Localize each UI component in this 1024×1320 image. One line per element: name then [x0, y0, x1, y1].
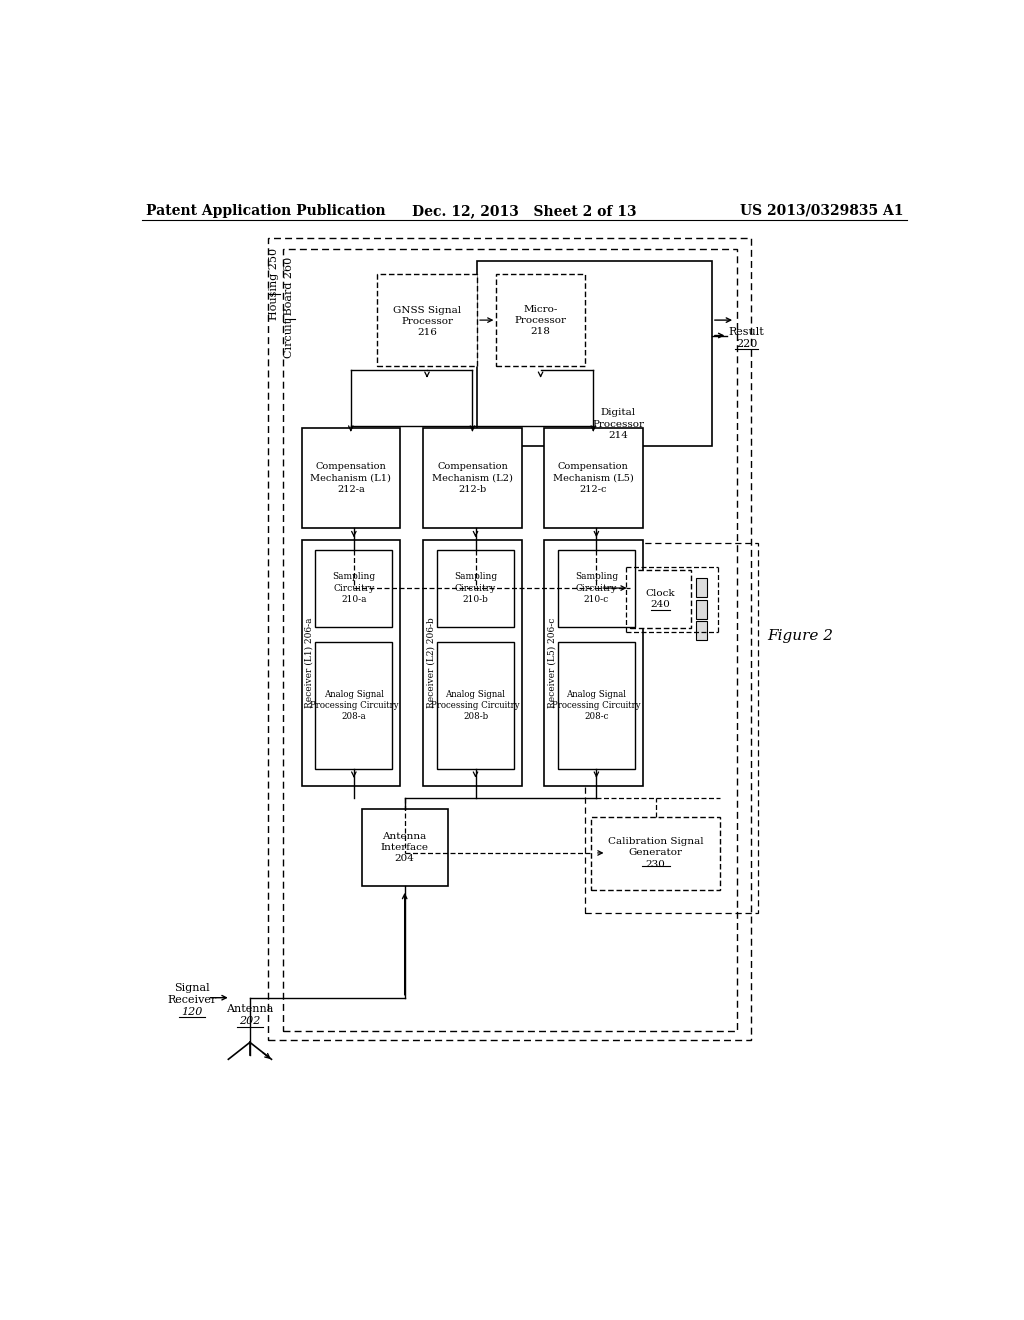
- Text: Dec. 12, 2013   Sheet 2 of 13: Dec. 12, 2013 Sheet 2 of 13: [413, 203, 637, 218]
- Text: Sampling
Circuitry
210-b: Sampling Circuitry 210-b: [454, 573, 497, 603]
- Text: GNSS Signal
Processor
216: GNSS Signal Processor 216: [393, 306, 461, 337]
- Bar: [377, 275, 477, 367]
- Text: Sampling
Circuitry
210-c: Sampling Circuitry 210-c: [574, 573, 617, 603]
- Bar: [591, 817, 720, 890]
- Text: Receiver (L5) 206-c: Receiver (L5) 206-c: [547, 618, 556, 708]
- Text: Signal
Receiver: Signal Receiver: [168, 982, 217, 1005]
- Bar: [423, 540, 521, 785]
- Text: Receiver (L2) 206-b: Receiver (L2) 206-b: [426, 618, 435, 708]
- Text: Receiver (L1) 206-a: Receiver (L1) 206-a: [305, 618, 313, 708]
- Text: Antenna: Antenna: [226, 1005, 273, 1014]
- Text: Compensation
Mechanism (L5)
212-c: Compensation Mechanism (L5) 212-c: [553, 462, 634, 494]
- Bar: [283, 249, 737, 1031]
- Bar: [315, 549, 392, 627]
- Text: Analog Signal
Processing Circuitry
208-c: Analog Signal Processing Circuitry 208-c: [552, 689, 641, 721]
- Bar: [477, 261, 712, 446]
- Text: Housing 250: Housing 250: [268, 248, 279, 319]
- Text: 202: 202: [240, 1016, 260, 1026]
- Bar: [558, 549, 635, 627]
- Text: Analog Signal
Processing Circuitry
208-a: Analog Signal Processing Circuitry 208-a: [309, 689, 398, 721]
- Bar: [315, 642, 392, 770]
- Text: Micro-
Processor
218: Micro- Processor 218: [515, 305, 566, 335]
- Bar: [695, 622, 707, 640]
- Text: Patent Application Publication: Patent Application Publication: [146, 203, 386, 218]
- Bar: [437, 642, 514, 770]
- Bar: [544, 540, 643, 785]
- Text: Result
220: Result 220: [729, 326, 765, 348]
- Text: Figure 2: Figure 2: [767, 628, 834, 643]
- Text: Clock
240: Clock 240: [645, 589, 675, 609]
- Bar: [497, 275, 585, 367]
- Text: Digital
Processor
214: Digital Processor 214: [592, 408, 644, 440]
- Text: Analog Signal
Processing Circuitry
208-b: Analog Signal Processing Circuitry 208-b: [431, 689, 520, 721]
- Bar: [544, 428, 643, 528]
- Text: Circuit Board 260: Circuit Board 260: [285, 256, 294, 358]
- Text: US 2013/0329835 A1: US 2013/0329835 A1: [740, 203, 903, 218]
- Bar: [437, 549, 514, 627]
- Bar: [695, 599, 707, 619]
- Bar: [423, 428, 521, 528]
- Text: Calibration Signal
Generator
230: Calibration Signal Generator 230: [608, 837, 703, 869]
- Bar: [630, 570, 691, 628]
- Text: Antenna
Interface
204: Antenna Interface 204: [381, 832, 429, 863]
- Bar: [558, 642, 635, 770]
- Bar: [301, 540, 400, 785]
- Text: Compensation
Mechanism (L1)
212-a: Compensation Mechanism (L1) 212-a: [310, 462, 391, 494]
- Text: Sampling
Circuitry
210-a: Sampling Circuitry 210-a: [333, 573, 376, 603]
- Bar: [585, 544, 758, 913]
- Bar: [361, 809, 447, 886]
- Bar: [695, 578, 707, 598]
- Text: Compensation
Mechanism (L2)
212-b: Compensation Mechanism (L2) 212-b: [432, 462, 513, 494]
- Bar: [301, 428, 400, 528]
- Text: 120: 120: [181, 1007, 203, 1016]
- Bar: [267, 238, 752, 1040]
